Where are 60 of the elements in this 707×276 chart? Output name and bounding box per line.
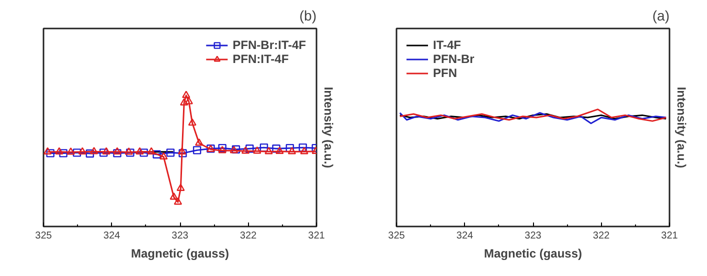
x-tick-label: 321 xyxy=(308,230,326,242)
y-axis-title: Intensity (a.u.) xyxy=(322,86,336,168)
chart-title: (a) xyxy=(652,8,670,24)
legend-label: PFN:IT-4F xyxy=(232,52,289,66)
point xyxy=(298,143,307,152)
point xyxy=(188,118,196,126)
x-tick-label: 325 xyxy=(35,230,52,242)
x-tick-label: 325 xyxy=(388,230,406,242)
point xyxy=(184,97,193,104)
x-tick-label: 322 xyxy=(592,230,610,242)
point xyxy=(182,90,190,98)
point xyxy=(272,144,280,153)
point xyxy=(86,149,94,158)
point xyxy=(195,138,204,146)
point xyxy=(288,146,296,154)
point xyxy=(113,149,122,158)
point xyxy=(66,148,75,155)
point xyxy=(253,146,262,154)
legend-label: PFN xyxy=(433,66,457,80)
point xyxy=(136,147,144,155)
point xyxy=(147,147,156,155)
point xyxy=(55,147,64,155)
point xyxy=(166,148,175,157)
x-tick-label: 324 xyxy=(456,230,474,242)
point xyxy=(180,98,188,106)
point xyxy=(59,149,68,158)
point xyxy=(160,152,168,160)
x-axis-title: Magnetic (gauss) xyxy=(484,246,582,260)
point xyxy=(90,146,98,154)
x-tick-label: 321 xyxy=(661,230,678,242)
point xyxy=(176,184,185,191)
point xyxy=(113,147,122,155)
point xyxy=(102,147,110,155)
point xyxy=(170,192,178,200)
y-axis-title: Intensity (a.u.) xyxy=(674,86,688,168)
x-axis-title: Magnetic (gauss) xyxy=(130,246,230,260)
point xyxy=(78,147,86,155)
point xyxy=(46,149,54,158)
point xyxy=(140,148,148,157)
point xyxy=(264,146,273,154)
x-tick-label: 324 xyxy=(103,230,121,242)
point xyxy=(178,147,186,155)
point xyxy=(99,148,108,157)
point xyxy=(192,146,202,154)
point xyxy=(152,150,161,158)
point xyxy=(300,146,308,154)
point xyxy=(276,146,284,154)
legend-label: PFN-Br xyxy=(433,52,474,66)
point xyxy=(174,197,182,205)
chart-title: (b) xyxy=(299,8,317,24)
x-tick-label: 322 xyxy=(240,230,258,242)
legend-label: IT-4F xyxy=(433,38,462,52)
legend-label: PFN-Br:IT-4F xyxy=(232,38,306,52)
x-tick-label: 323 xyxy=(172,230,189,242)
point xyxy=(44,147,52,155)
x-tick-label: 323 xyxy=(524,230,542,242)
point xyxy=(178,149,187,158)
point xyxy=(72,148,82,157)
point xyxy=(246,144,254,153)
point xyxy=(241,146,250,154)
